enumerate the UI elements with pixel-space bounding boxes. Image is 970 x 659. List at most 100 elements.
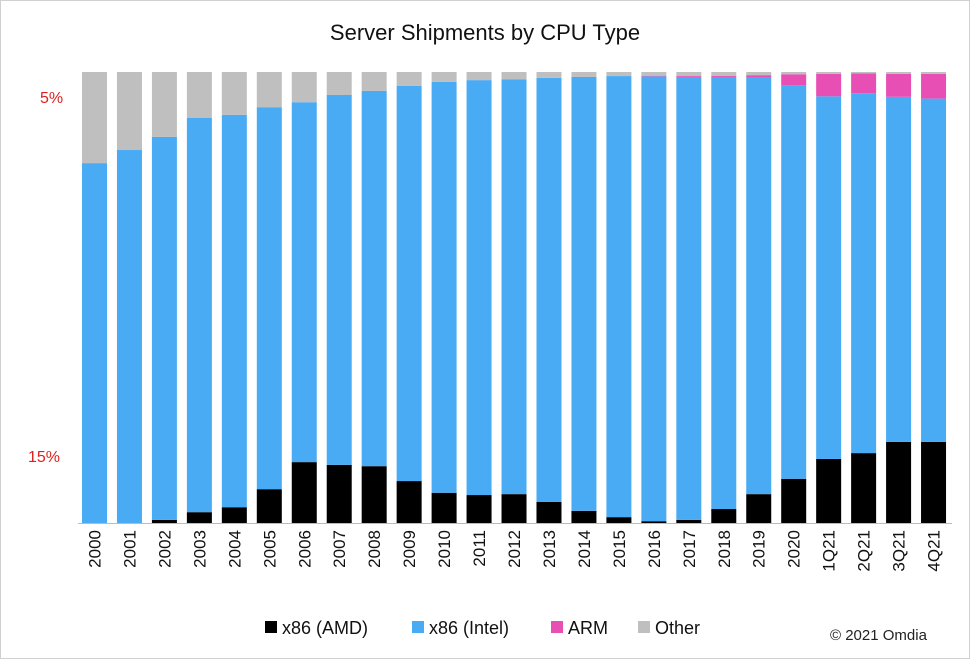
bar-other-2004 xyxy=(221,72,247,115)
bar-other-2010 xyxy=(431,72,457,82)
bar-x86-amd-2004 xyxy=(221,507,247,523)
x-tick-labels: 2000 2001 2002 2003 2004 2005 2006 2007 2008 2009… xyxy=(86,530,944,572)
bar-x86-intel-2004 xyxy=(221,114,247,508)
x-tick-label: 2008 xyxy=(365,530,384,568)
bar-other-2008 xyxy=(361,72,387,91)
bar-x86-intel-2011 xyxy=(466,80,492,496)
bar-other-2007 xyxy=(326,72,352,96)
x-tick-label: 2005 xyxy=(260,530,279,568)
bar-other-2012 xyxy=(501,72,527,80)
bar-x86-intel-2018 xyxy=(711,77,737,510)
legend-item-x86-amd: x86 (AMD) xyxy=(265,618,368,638)
bar-other-2019 xyxy=(746,72,772,76)
bar-x86-amd-2010 xyxy=(431,492,457,523)
bar-x86-amd-2020 xyxy=(781,478,807,523)
bar-x86-intel-2012 xyxy=(501,79,527,495)
bar-arm-2018 xyxy=(711,76,737,78)
x-tick-label: 2014 xyxy=(575,530,594,568)
legend-swatch xyxy=(551,621,563,633)
legend-item-x86-intel: x86 (Intel) xyxy=(412,618,509,638)
x-tick-label: 2Q21 xyxy=(855,530,874,572)
bar-other-2020 xyxy=(781,72,807,75)
bar-arm-1Q21 xyxy=(816,73,842,97)
x-tick-label: 4Q21 xyxy=(925,530,944,572)
bar-x86-intel-2014 xyxy=(571,77,597,511)
bar-x86-intel-2016 xyxy=(641,76,667,522)
bar-other-2009 xyxy=(396,72,422,86)
x-tick-label: 2002 xyxy=(155,530,174,568)
bar-other-4Q21 xyxy=(921,72,947,74)
bar-x86-intel-2010 xyxy=(431,81,457,493)
bar-other-3Q21 xyxy=(886,72,912,74)
bar-x86-intel-2003 xyxy=(186,118,212,513)
x-tick-label: 2004 xyxy=(225,530,244,568)
bars-group xyxy=(82,72,947,524)
x-tick-label: 3Q21 xyxy=(890,530,909,572)
bar-other-2006 xyxy=(291,72,317,103)
bar-arm-4Q21 xyxy=(921,73,947,99)
bar-x86-intel-2015 xyxy=(606,76,632,518)
bar-x86-intel-2013 xyxy=(536,77,562,502)
x-tick-label: 2015 xyxy=(610,530,629,568)
bar-x86-intel-2005 xyxy=(256,107,282,490)
bar-arm-2019 xyxy=(746,75,772,78)
x-tick-label: 2019 xyxy=(750,530,769,568)
chart-title: Server Shipments by CPU Type xyxy=(330,20,640,45)
bar-x86-intel-2006 xyxy=(291,102,317,463)
bar-x86-intel-1Q21 xyxy=(816,96,842,459)
bar-x86-amd-2008 xyxy=(361,466,387,523)
bar-other-2018 xyxy=(711,72,737,77)
bar-x86-amd-3Q21 xyxy=(886,441,912,523)
bar-x86-amd-2018 xyxy=(711,509,737,523)
bar-x86-intel-2017 xyxy=(676,76,702,520)
legend-item-other: Other xyxy=(638,618,700,638)
bar-x86-intel-2009 xyxy=(396,85,422,482)
legend-item-arm: ARM xyxy=(551,618,608,638)
x-tick-label: 2016 xyxy=(645,530,664,568)
bar-x86-amd-2014 xyxy=(571,510,597,523)
x-tick-label: 2020 xyxy=(785,530,804,568)
bar-x86-amd-2005 xyxy=(256,489,282,523)
bar-x86-amd-2016 xyxy=(641,521,667,523)
legend-label: x86 (Intel) xyxy=(429,618,509,638)
legend-label: x86 (AMD) xyxy=(282,618,368,638)
bar-arm-3Q21 xyxy=(886,73,912,97)
bar-other-2011 xyxy=(466,72,492,81)
bar-other-2013 xyxy=(536,72,562,78)
bar-other-2000 xyxy=(82,72,107,164)
bar-x86-amd-2006 xyxy=(291,462,317,523)
bar-x86-amd-2003 xyxy=(186,512,212,523)
bar-other-2017 xyxy=(676,72,702,77)
bar-x86-amd-2019 xyxy=(746,494,772,523)
x-tick-label: 2018 xyxy=(715,530,734,568)
bar-x86-amd-2012 xyxy=(501,494,527,523)
x-tick-label: 2017 xyxy=(680,530,699,568)
x-tick-label: 2000 xyxy=(86,530,105,568)
x-tick-label: 2007 xyxy=(330,530,349,568)
x-tick-label: 2006 xyxy=(295,530,314,568)
legend-label: Other xyxy=(655,618,700,638)
bar-other-2016 xyxy=(641,72,667,77)
bar-x86-amd-1Q21 xyxy=(816,458,842,523)
bar-x86-intel-2019 xyxy=(746,77,772,495)
bar-other-2003 xyxy=(186,72,212,119)
bar-x86-amd-4Q21 xyxy=(921,441,947,523)
bar-x86-amd-2009 xyxy=(396,481,422,523)
x-tick-label: 2001 xyxy=(120,530,139,568)
x-tick-label: 2012 xyxy=(505,530,524,568)
bar-x86-intel-2008 xyxy=(361,90,387,467)
x-tick-label: 2009 xyxy=(400,530,419,568)
bar-arm-2020 xyxy=(781,74,807,86)
bar-other-1Q21 xyxy=(816,72,842,74)
bar-x86-amd-2002 xyxy=(151,519,177,523)
bar-other-2001 xyxy=(116,72,142,151)
annotation-15pct: 15% xyxy=(28,449,60,466)
bar-other-2005 xyxy=(256,72,282,108)
annotation-5pct: 5% xyxy=(40,90,63,107)
x-tick-label: 2013 xyxy=(540,530,559,568)
bar-x86-intel-2002 xyxy=(151,136,177,520)
legend: x86 (AMD) x86 (Intel) ARM Other xyxy=(265,618,700,638)
legend-swatch xyxy=(265,621,277,633)
bar-x86-intel-2001 xyxy=(116,150,142,523)
